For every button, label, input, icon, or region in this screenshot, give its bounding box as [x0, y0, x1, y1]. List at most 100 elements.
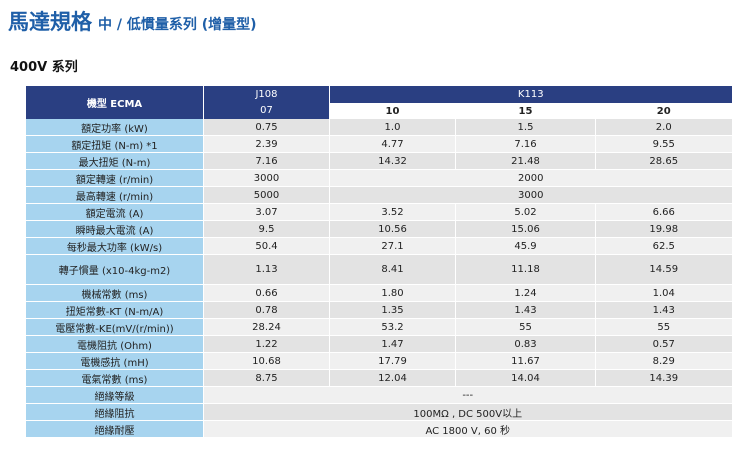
table-cell: 1.24 [455, 284, 596, 302]
spec-table-body: 額定功率 (kW) 0.75 1.0 1.5 2.0 額定扭矩 (N-m) *1 2.39 4… [25, 119, 732, 438]
table-cell: 9.55 [595, 135, 732, 153]
table-cell: 7.16 [203, 152, 330, 170]
table-row: 絕緣耐壓 AC 1800 V, 60 秒 [25, 420, 732, 438]
table-cell: 4.77 [329, 135, 456, 153]
table-row: 扭矩常數-KT (N-m/A) 0.78 1.35 1.43 1.43 [25, 301, 732, 319]
table-cell: 2.39 [203, 135, 330, 153]
table-row: 瞬時最大電流 (A) 9.5 10.56 15.06 19.98 [25, 220, 732, 238]
table-row: 轉子慣量 (x10-4kg-m2) 1.13 8.41 11.18 14.59 [25, 254, 732, 285]
table-cell: 1.13 [203, 254, 330, 285]
table-cell: 17.79 [329, 352, 456, 370]
table-cell: 1.80 [329, 284, 456, 302]
table-cell: 10.68 [203, 352, 330, 370]
table-cell: 0.57 [595, 335, 732, 353]
table-cell: AC 1800 V, 60 秒 [203, 420, 732, 438]
table-cell: 27.1 [329, 237, 456, 255]
table-cell: 0.78 [203, 301, 330, 319]
table-cell: 6.66 [595, 203, 732, 221]
table-row: 最高轉速 (r/min) 5000 3000 [25, 186, 732, 204]
table-cell: 1.47 [329, 335, 456, 353]
model-col-15: 15 [455, 102, 596, 119]
table-cell: 0.66 [203, 284, 330, 302]
table-cell: 1.43 [595, 301, 732, 319]
row-label: 絕緣等級 [25, 386, 204, 404]
table-cell: 5000 [203, 186, 330, 204]
table-cell: 15.06 [455, 220, 596, 238]
table-cell: 21.48 [455, 152, 596, 170]
table-cell: 53.2 [329, 318, 456, 336]
table-row: 最大扭矩 (N-m) 7.16 14.32 21.48 28.65 [25, 152, 732, 170]
table-cell: --- [203, 386, 732, 404]
spec-table: 機型 ECMA J108 K113 07 10 15 20 額定功率 (kW) 0… [25, 86, 732, 438]
row-label: 額定轉速 (r/min) [25, 169, 204, 187]
table-cell: 8.41 [329, 254, 456, 285]
table-cell: 3.07 [203, 203, 330, 221]
table-row: 每秒最大功率 (kW/s) 50.4 27.1 45.9 62.5 [25, 237, 732, 255]
table-cell: 14.04 [455, 369, 596, 387]
table-cell: 0.75 [203, 119, 330, 136]
table-cell: 3000 [203, 169, 330, 187]
series-label: 400V 系列 [10, 60, 78, 75]
table-row: 絕緣等級 --- [25, 386, 732, 404]
table-cell: 1.35 [329, 301, 456, 319]
row-label: 額定電流 (A) [25, 203, 204, 221]
table-cell: 19.98 [595, 220, 732, 238]
title-subtitle: 中 / 低慣量系列 (增量型) [98, 17, 257, 33]
group-header-k113: K113 [329, 86, 732, 103]
table-cell: 11.67 [455, 352, 596, 370]
model-col-07: 07 [203, 102, 330, 119]
table-cell: 50.4 [203, 237, 330, 255]
row-label: 扭矩常數-KT (N-m/A) [25, 301, 204, 319]
row-label: 機械常數 (ms) [25, 284, 204, 302]
table-cell: 3000 [329, 186, 732, 204]
row-label: 電壓常數-KE(mV/(r/min)) [25, 318, 204, 336]
table-cell: 9.5 [203, 220, 330, 238]
table-row: 額定轉速 (r/min) 3000 2000 [25, 169, 732, 187]
table-cell: 1.04 [595, 284, 732, 302]
table-cell: 2000 [329, 169, 732, 187]
table-cell: 10.56 [329, 220, 456, 238]
row-label: 電氣常數 (ms) [25, 369, 204, 387]
table-cell: 1.22 [203, 335, 330, 353]
table-cell: 62.5 [595, 237, 732, 255]
table-cell: 55 [455, 318, 596, 336]
table-cell: 100MΩ , DC 500V以上 [203, 403, 732, 421]
title-main: 馬達規格 [8, 10, 92, 34]
table-cell: 8.75 [203, 369, 330, 387]
row-label: 轉子慣量 (x10-4kg-m2) [25, 254, 204, 285]
row-label: 瞬時最大電流 (A) [25, 220, 204, 238]
table-cell: 8.29 [595, 352, 732, 370]
table-cell: 45.9 [455, 237, 596, 255]
table-cell: 28.24 [203, 318, 330, 336]
table-row: 機械常數 (ms) 0.66 1.80 1.24 1.04 [25, 284, 732, 302]
row-label: 電機阻抗 (Ohm) [25, 335, 204, 353]
row-label: 每秒最大功率 (kW/s) [25, 237, 204, 255]
table-cell: 0.83 [455, 335, 596, 353]
row-label: 最高轉速 (r/min) [25, 186, 204, 204]
table-row: 電機感抗 (mH) 10.68 17.79 11.67 8.29 [25, 352, 732, 370]
table-row: 額定電流 (A) 3.07 3.52 5.02 6.66 [25, 203, 732, 221]
table-cell: 2.0 [595, 119, 732, 136]
table-row: 額定功率 (kW) 0.75 1.0 1.5 2.0 [25, 119, 732, 136]
table-cell: 11.18 [455, 254, 596, 285]
table-row: 絕緣阻抗 100MΩ , DC 500V以上 [25, 403, 732, 421]
row-label: 絕緣耐壓 [25, 420, 204, 438]
row-label: 額定功率 (kW) [25, 119, 204, 136]
table-cell: 3.52 [329, 203, 456, 221]
table-cell: 14.59 [595, 254, 732, 285]
table-cell: 55 [595, 318, 732, 336]
row-label: 額定扭矩 (N-m) *1 [25, 135, 204, 153]
table-row: 電壓常數-KE(mV/(r/min)) 28.24 53.2 55 55 [25, 318, 732, 336]
table-cell: 28.65 [595, 152, 732, 170]
table-row: 電氣常數 (ms) 8.75 12.04 14.04 14.39 [25, 369, 732, 387]
table-cell: 14.32 [329, 152, 456, 170]
table-row: 額定扭矩 (N-m) *1 2.39 4.77 7.16 9.55 [25, 135, 732, 153]
table-cell: 1.5 [455, 119, 596, 136]
model-col-10: 10 [329, 102, 456, 119]
table-row: 電機阻抗 (Ohm) 1.22 1.47 0.83 0.57 [25, 335, 732, 353]
row-label: 電機感抗 (mH) [25, 352, 204, 370]
table-cell: 1.0 [329, 119, 456, 136]
model-header: 機型 ECMA [25, 86, 204, 119]
table-cell: 14.39 [595, 369, 732, 387]
table-cell: 12.04 [329, 369, 456, 387]
